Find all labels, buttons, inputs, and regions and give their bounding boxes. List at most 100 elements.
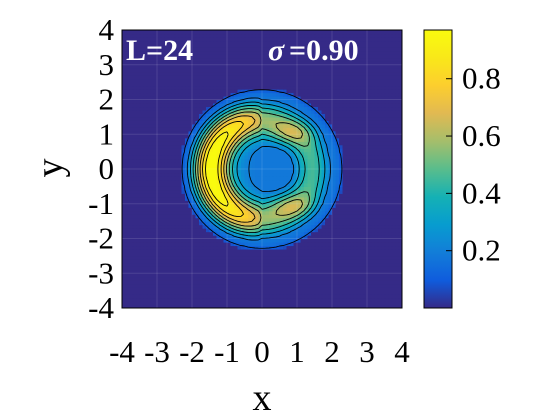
heatmap-cell xyxy=(342,92,347,97)
heatmap-cell xyxy=(363,120,368,125)
heatmap-cell xyxy=(244,179,249,184)
heatmap-cell xyxy=(181,241,186,247)
heatmap-cell xyxy=(181,231,186,236)
heatmap-cell xyxy=(377,200,382,205)
heatmap-cell xyxy=(360,273,365,278)
heatmap-cell xyxy=(188,134,193,139)
heatmap-cell xyxy=(297,151,302,156)
heatmap-cell xyxy=(395,109,400,114)
heatmap-cell xyxy=(300,245,305,250)
heatmap-cell xyxy=(349,245,354,250)
heatmap-cell xyxy=(139,186,144,191)
heatmap-cell xyxy=(279,141,284,146)
heatmap-cell xyxy=(297,196,302,201)
heatmap-cell xyxy=(381,283,386,288)
heatmap-cell xyxy=(146,255,151,260)
heatmap-cell xyxy=(227,134,232,139)
heatmap-cell xyxy=(153,294,158,299)
heatmap-cell xyxy=(388,241,393,247)
heatmap-cell xyxy=(325,113,330,118)
heatmap-cell xyxy=(241,248,246,253)
heatmap-cell xyxy=(265,241,270,247)
heatmap-cell xyxy=(314,200,319,205)
heatmap-cell xyxy=(332,269,337,274)
heatmap-cell xyxy=(223,169,228,174)
heatmap-cell xyxy=(283,200,288,205)
heatmap-cell xyxy=(356,127,361,132)
heatmap-cell xyxy=(188,297,193,302)
heatmap-cell xyxy=(143,189,148,194)
heatmap-cell xyxy=(185,175,190,181)
heatmap-cell xyxy=(384,196,389,201)
heatmap-cell xyxy=(307,158,312,163)
heatmap-cell xyxy=(384,259,389,264)
heatmap-cell xyxy=(311,175,316,181)
heatmap-cell xyxy=(304,217,309,222)
heatmap-cell xyxy=(255,269,260,274)
heatmap-cell xyxy=(174,266,179,271)
heatmap-cell xyxy=(297,238,302,243)
heatmap-cell xyxy=(269,276,274,281)
heatmap-cell xyxy=(353,259,358,264)
heatmap-cell xyxy=(279,269,284,274)
heatmap-cell xyxy=(220,102,225,108)
heatmap-cell xyxy=(139,221,144,226)
heatmap-cell xyxy=(304,106,309,111)
heatmap-cell xyxy=(195,248,200,253)
heatmap-cell xyxy=(258,186,263,191)
heatmap-cell xyxy=(164,196,169,201)
heatmap-cell xyxy=(262,294,267,299)
heatmap-cell xyxy=(132,155,137,160)
heatmap-cell xyxy=(342,151,347,156)
heatmap-cell xyxy=(213,96,218,101)
heatmap-cell xyxy=(283,182,288,187)
heatmap-cell xyxy=(174,231,179,236)
heatmap-cell xyxy=(286,304,291,308)
heatmap-cell xyxy=(339,151,344,156)
heatmap-cell xyxy=(377,196,382,201)
heatmap-cell xyxy=(395,130,400,135)
heatmap-cell xyxy=(307,106,312,111)
heatmap-cell xyxy=(206,123,211,128)
heatmap-cell xyxy=(262,158,267,163)
heatmap-cell xyxy=(395,301,400,306)
heatmap-cell xyxy=(241,127,246,132)
heatmap-cell xyxy=(171,116,176,121)
heatmap-cell xyxy=(335,245,340,250)
heatmap-cell xyxy=(388,96,393,101)
heatmap-cell xyxy=(122,169,127,174)
heatmap-cell xyxy=(178,92,183,97)
heatmap-cell xyxy=(367,259,372,264)
heatmap-cell xyxy=(370,287,375,292)
heatmap-cell xyxy=(241,144,246,149)
heatmap-cell xyxy=(223,200,228,205)
heatmap-cell xyxy=(164,283,169,288)
heatmap-cell xyxy=(311,231,316,236)
heatmap-cell xyxy=(146,294,151,299)
heatmap-cell xyxy=(125,137,130,142)
heatmap-cell xyxy=(300,252,305,257)
heatmap-cell xyxy=(339,92,344,97)
heatmap-cell xyxy=(132,193,137,198)
heatmap-cell xyxy=(230,189,235,194)
heatmap-cell xyxy=(220,99,225,104)
heatmap-cell xyxy=(136,162,141,167)
heatmap-cell xyxy=(223,172,228,177)
heatmap-cell xyxy=(321,169,326,174)
heatmap-cell xyxy=(160,228,165,233)
heatmap-cell xyxy=(353,99,358,104)
heatmap-cell xyxy=(258,158,263,163)
heatmap-cell xyxy=(290,210,295,215)
heatmap-cell xyxy=(139,304,144,308)
heatmap-cell xyxy=(269,280,274,285)
heatmap-cell xyxy=(171,228,176,233)
heatmap-cell xyxy=(293,294,298,299)
heatmap-cell xyxy=(283,238,288,243)
heatmap-cell xyxy=(223,148,228,153)
heatmap-cell xyxy=(143,162,148,167)
heatmap-cell xyxy=(332,102,337,108)
heatmap-cell xyxy=(206,276,211,281)
heatmap-cell xyxy=(220,137,225,142)
heatmap-cell xyxy=(157,186,162,191)
heatmap-cell xyxy=(150,248,155,253)
